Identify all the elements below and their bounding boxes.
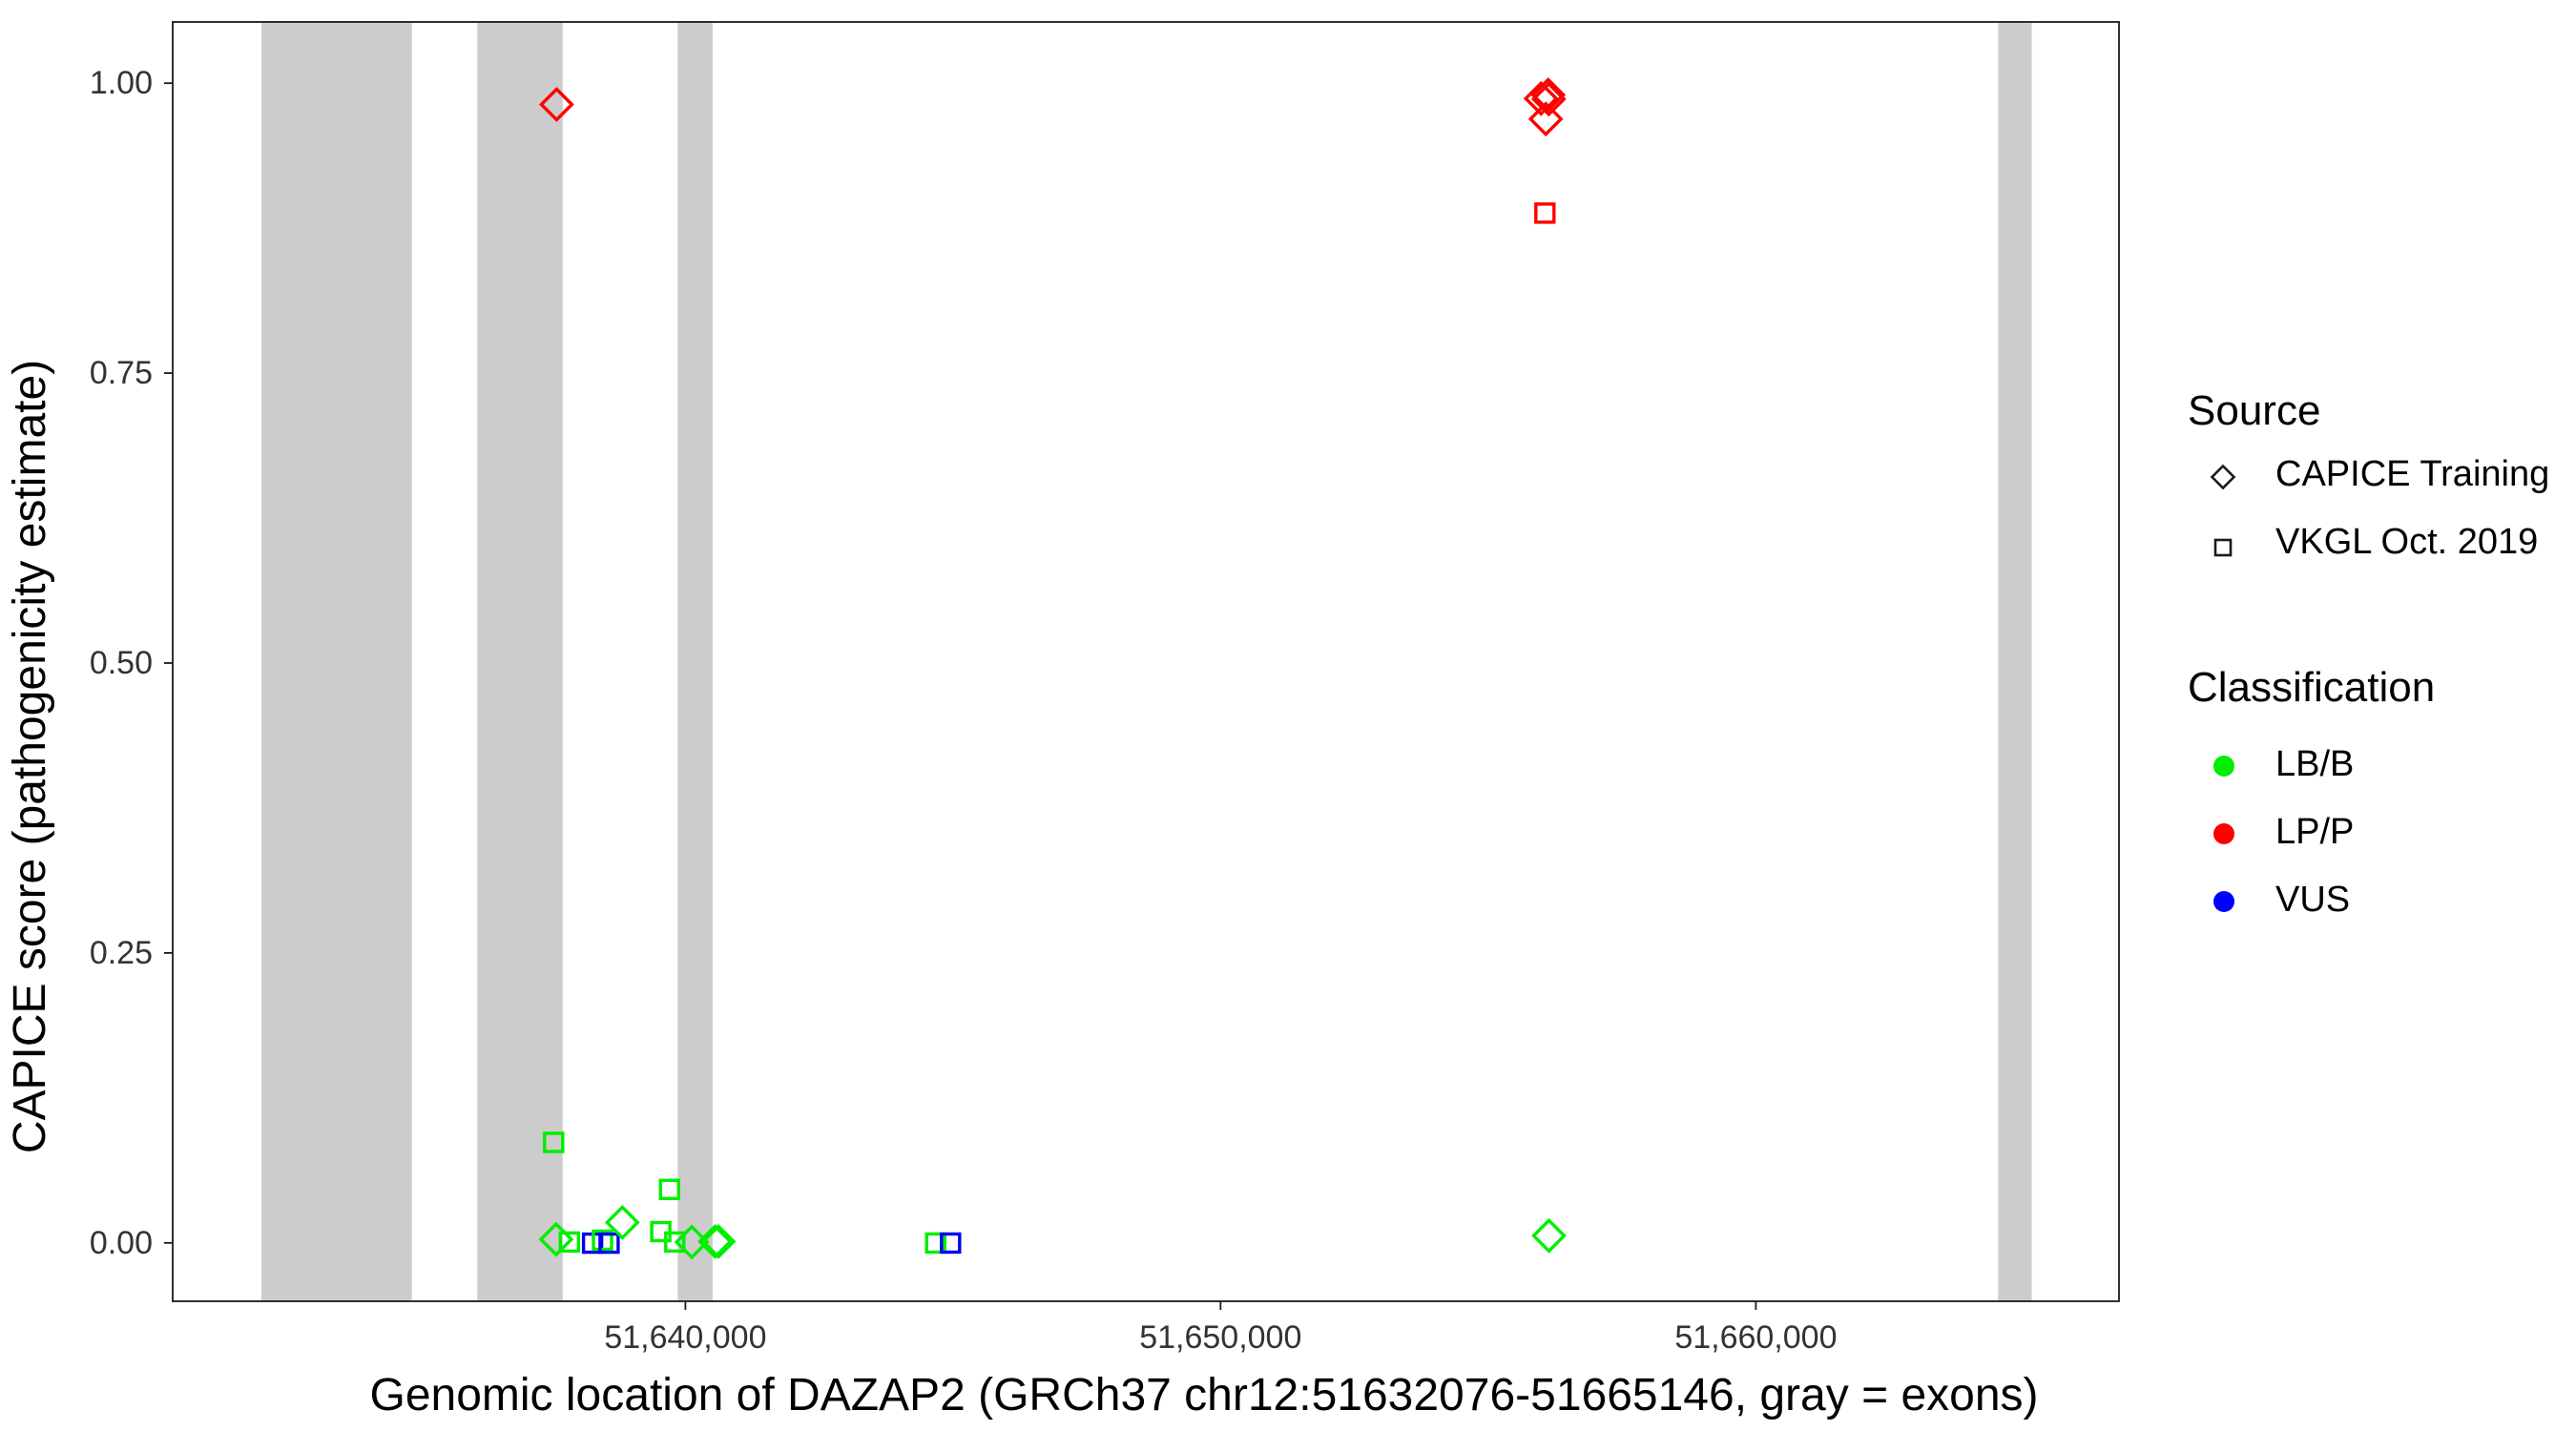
svg-text:51,660,000: 51,660,000 (1674, 1319, 1837, 1356)
svg-text:LB/B: LB/B (2275, 744, 2354, 784)
svg-text:Source: Source (2188, 387, 2320, 434)
svg-text:VKGL Oct. 2019: VKGL Oct. 2019 (2275, 522, 2538, 562)
svg-text:VUS: VUS (2275, 880, 2350, 920)
svg-text:CAPICE score (pathogenicity es: CAPICE score (pathogenicity estimate) (5, 360, 55, 1153)
svg-text:Classification: Classification (2188, 664, 2435, 711)
svg-text:51,650,000: 51,650,000 (1139, 1319, 1301, 1356)
svg-text:0.00: 0.00 (90, 1225, 153, 1261)
svg-text:LP/P: LP/P (2275, 812, 2354, 852)
svg-text:0.50: 0.50 (90, 645, 153, 681)
svg-text:1.00: 1.00 (90, 65, 153, 101)
svg-text:0.75: 0.75 (90, 355, 153, 391)
svg-text:CAPICE Training: CAPICE Training (2275, 454, 2549, 494)
svg-text:0.25: 0.25 (90, 935, 153, 971)
svg-text:51,640,000: 51,640,000 (604, 1319, 766, 1356)
svg-text:Genomic location of DAZAP2 (GR: Genomic location of DAZAP2 (GRCh37 chr12… (369, 1370, 2038, 1421)
